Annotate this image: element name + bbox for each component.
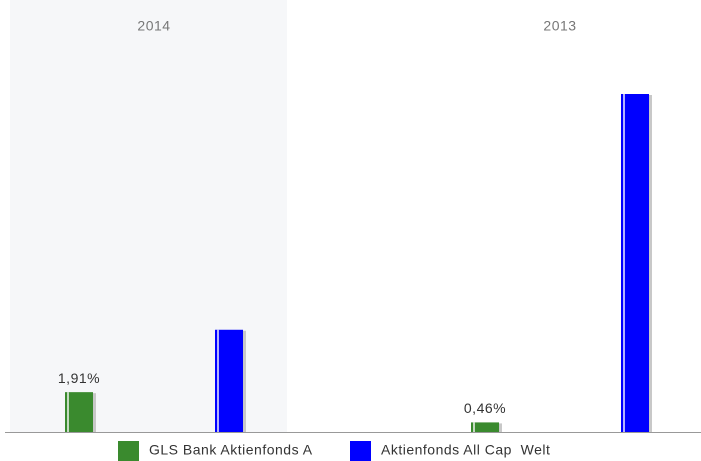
bar [621, 94, 649, 432]
category-label: 2013 [543, 18, 576, 34]
legend-swatch [118, 441, 139, 461]
data-label: 0,46% [464, 400, 506, 416]
legend-swatch [350, 441, 371, 461]
bar-highlight [217, 329, 219, 432]
bar [215, 329, 243, 432]
legend-label: Aktienfonds All Cap Welt [381, 442, 550, 458]
data-label: 1,91% [58, 370, 100, 386]
bar-highlight [67, 392, 69, 432]
bar-highlight [623, 94, 625, 432]
bar-highlight [473, 422, 475, 432]
legend-label: GLS Bank Aktienfonds A [149, 442, 313, 458]
category-label: 2014 [137, 18, 170, 34]
bar [65, 392, 93, 432]
bar [471, 422, 499, 432]
